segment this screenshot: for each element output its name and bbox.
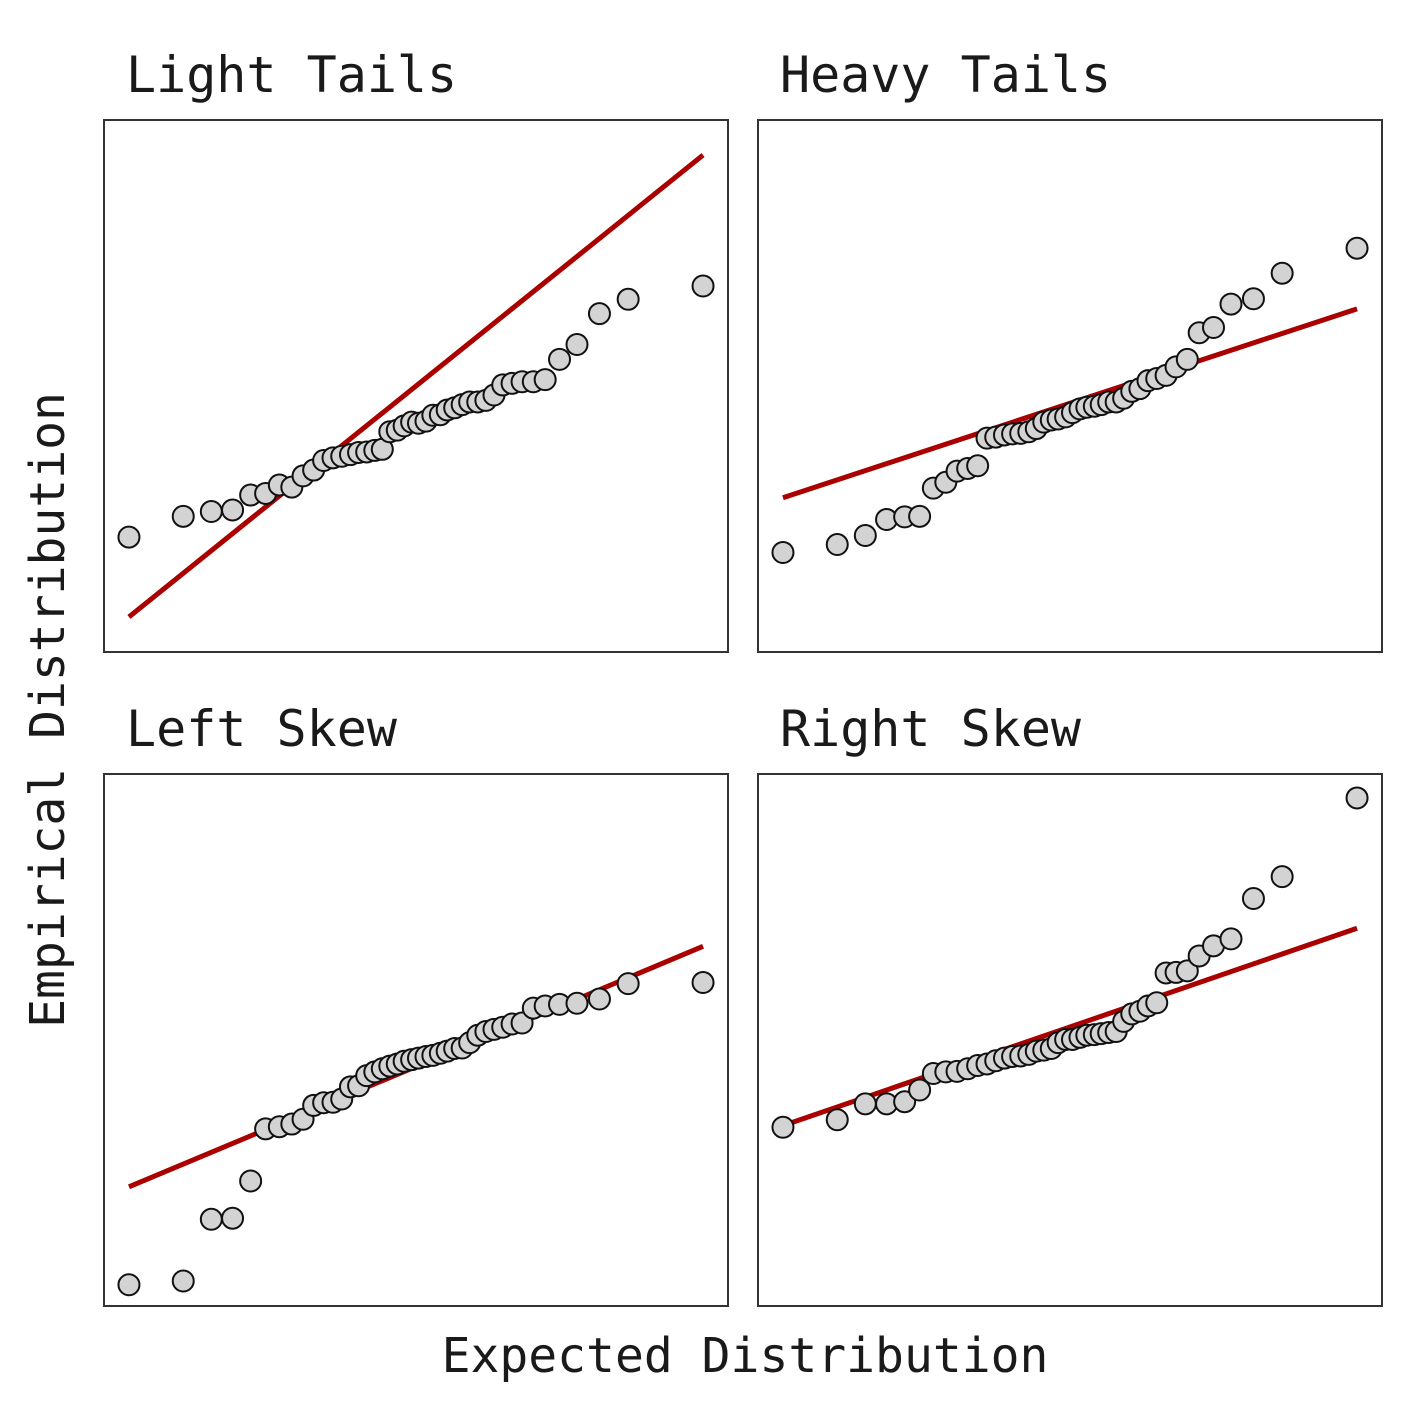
data-point bbox=[1241, 886, 1265, 910]
data-point bbox=[1270, 865, 1294, 889]
data-point bbox=[825, 533, 849, 557]
data-point bbox=[199, 500, 223, 524]
data-point bbox=[1219, 292, 1243, 316]
data-point bbox=[1145, 991, 1169, 1015]
data-point bbox=[171, 1269, 195, 1293]
data-point bbox=[853, 523, 877, 547]
data-point bbox=[587, 302, 611, 326]
panel-light-tails: Light Tails bbox=[103, 46, 729, 653]
data-point bbox=[908, 1078, 932, 1102]
data-point bbox=[853, 1092, 877, 1116]
data-point bbox=[548, 347, 572, 371]
reference-line-right-skew bbox=[782, 925, 1358, 1129]
data-point bbox=[825, 1108, 849, 1132]
data-point bbox=[1219, 927, 1243, 951]
data-point bbox=[1345, 236, 1369, 260]
panel-title-right-skew: Right Skew bbox=[780, 700, 1082, 758]
data-point bbox=[117, 1273, 141, 1297]
x-axis-label: Expected Distribution bbox=[442, 1328, 1049, 1384]
data-point bbox=[616, 287, 640, 311]
data-point bbox=[1175, 959, 1199, 983]
data-point bbox=[117, 525, 141, 549]
data-point bbox=[771, 1115, 795, 1139]
panel-right-skew: Right Skew bbox=[757, 700, 1383, 1307]
data-point bbox=[893, 1090, 917, 1114]
data-point bbox=[691, 274, 715, 298]
plot-frame-left-skew bbox=[103, 773, 729, 1307]
data-point bbox=[966, 454, 990, 478]
data-point bbox=[1202, 315, 1226, 339]
data-point bbox=[908, 504, 932, 528]
panel-title-heavy-tails: Heavy Tails bbox=[780, 46, 1111, 104]
panel-left-skew: Left Skew bbox=[103, 700, 729, 1307]
y-axis-label: Empirical Distribution bbox=[20, 392, 76, 1028]
data-point bbox=[1241, 287, 1265, 311]
data-point bbox=[771, 541, 795, 565]
data-point bbox=[171, 504, 195, 528]
plot-frame-heavy-tails bbox=[757, 119, 1383, 653]
reference-line-light-tails bbox=[127, 153, 705, 619]
data-point bbox=[587, 987, 611, 1011]
data-point bbox=[616, 972, 640, 996]
data-point bbox=[221, 498, 245, 522]
data-point bbox=[1345, 786, 1369, 810]
data-point bbox=[199, 1207, 223, 1231]
data-point bbox=[565, 991, 589, 1015]
panel-title-light-tails: Light Tails bbox=[126, 46, 457, 104]
panel-heavy-tails: Heavy Tails bbox=[757, 46, 1383, 653]
data-point bbox=[533, 368, 557, 392]
data-point bbox=[565, 333, 589, 357]
data-point bbox=[1270, 261, 1294, 285]
panel-title-left-skew: Left Skew bbox=[126, 700, 398, 758]
data-point bbox=[221, 1206, 245, 1230]
data-point bbox=[691, 971, 715, 995]
data-point bbox=[239, 1169, 263, 1193]
data-point bbox=[1175, 347, 1199, 371]
